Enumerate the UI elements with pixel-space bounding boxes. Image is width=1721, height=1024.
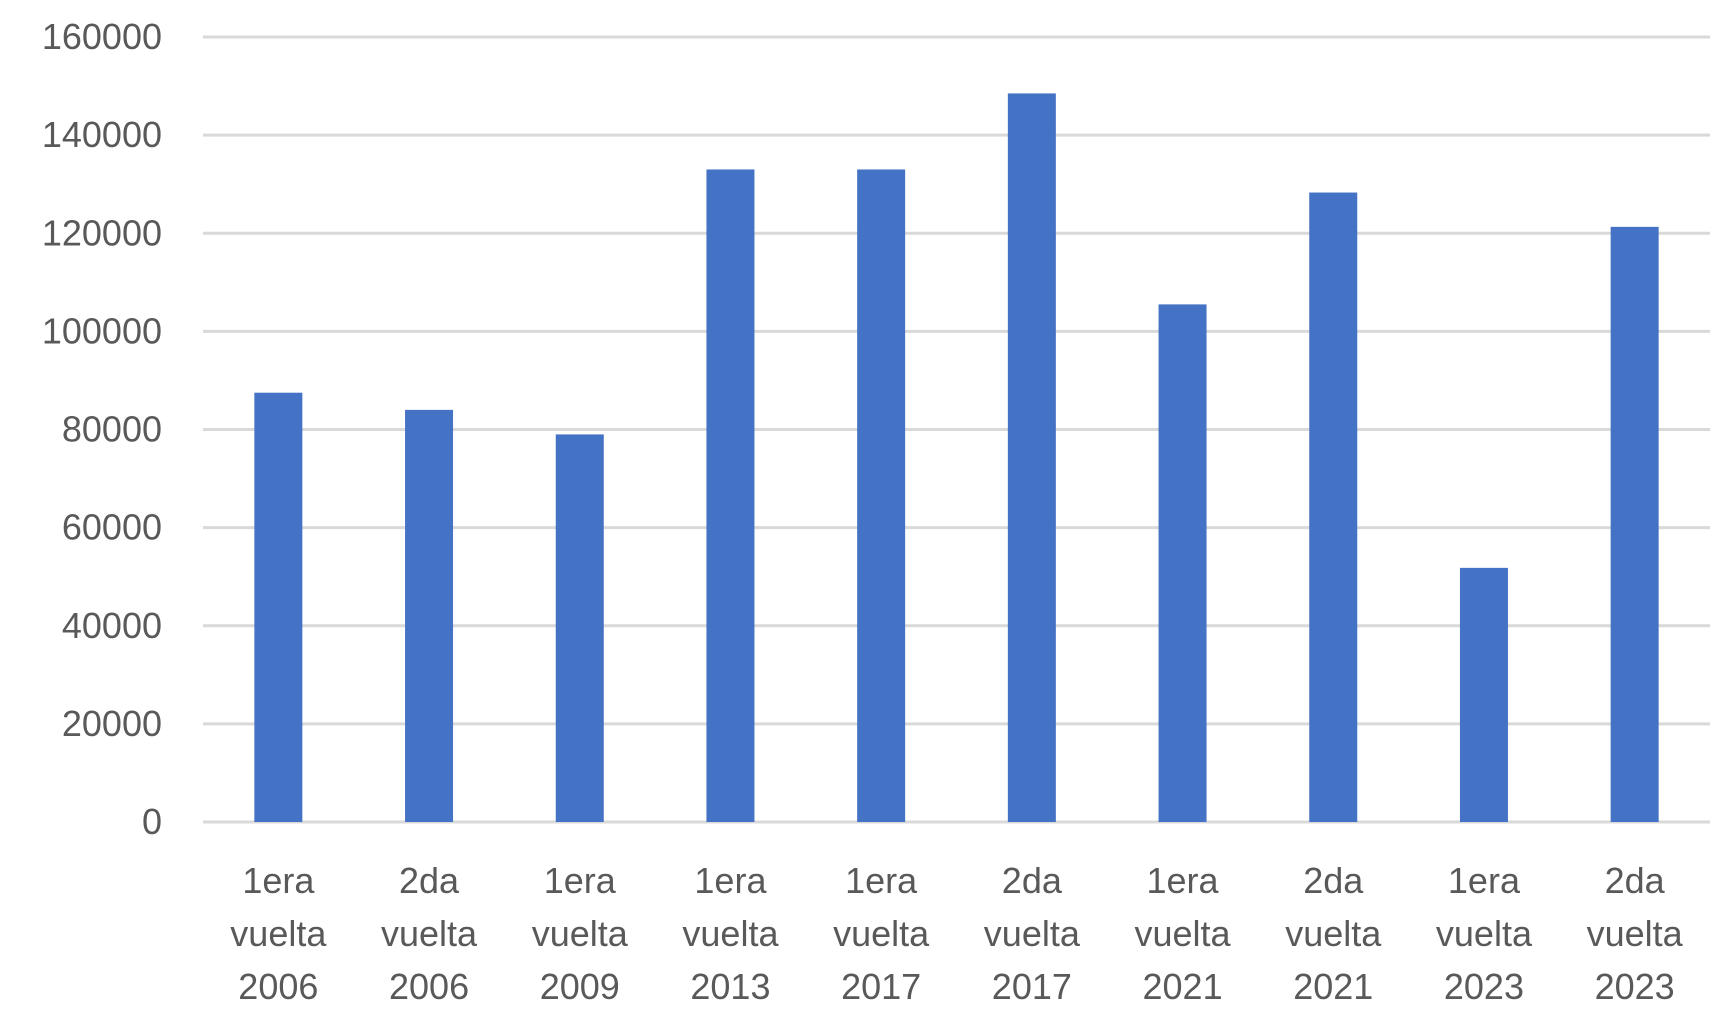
y-tick-label: 160000 xyxy=(42,16,162,57)
x-tick-label-line: vuelta xyxy=(532,913,629,954)
x-tick-label-line: vuelta xyxy=(1436,913,1533,954)
x-tick-label: 2da vuelta 2006 xyxy=(381,860,478,1007)
x-tick-label-line: 2009 xyxy=(540,966,620,1007)
x-tick-label-line: vuelta xyxy=(833,913,930,954)
x-tick-label-line: vuelta xyxy=(381,913,478,954)
x-tick-label-line: 2006 xyxy=(238,966,318,1007)
x-tick-label-line: 2006 xyxy=(389,966,469,1007)
bar xyxy=(1459,567,1508,822)
x-tick-label-line: vuelta xyxy=(230,913,327,954)
x-tick-label: 1era vuelta 2013 xyxy=(682,860,779,1007)
x-tick-label-line: 1era xyxy=(845,860,918,901)
bar xyxy=(254,392,303,822)
x-tick-label-line: 1era xyxy=(694,860,767,901)
x-tick-label-line: 2da xyxy=(399,860,460,901)
y-tick-label: 80000 xyxy=(62,409,162,450)
x-tick-label-line: 2017 xyxy=(992,966,1072,1007)
y-tick-label: 60000 xyxy=(62,507,162,548)
x-tick-label: 1era vuelta 2006 xyxy=(230,860,327,1007)
bar xyxy=(1158,304,1207,822)
x-tick-label-line: 2da xyxy=(1303,860,1364,901)
x-tick-label-line: vuelta xyxy=(984,913,1081,954)
x-tick-label-line: 2021 xyxy=(1143,966,1223,1007)
x-tick-label-line: 1era xyxy=(1448,860,1521,901)
x-tick-label-line: 2da xyxy=(1002,860,1063,901)
x-tick-label-line: vuelta xyxy=(1135,913,1232,954)
x-tick-label: 1era vuelta 2017 xyxy=(833,860,930,1007)
bar xyxy=(706,169,755,822)
x-tick-label-line: vuelta xyxy=(682,913,779,954)
y-tick-label: 0 xyxy=(142,801,162,842)
x-axis-tick-labels: 1era vuelta 2006 2da vuelta 2006 1era vuelta 200… xyxy=(230,860,1683,1007)
bar xyxy=(857,169,906,822)
bars xyxy=(254,93,1659,822)
bar xyxy=(555,434,604,822)
y-tick-label: 140000 xyxy=(42,114,162,155)
x-tick-label-line: 2017 xyxy=(841,966,921,1007)
x-tick-label: 1era vuelta 2009 xyxy=(532,860,629,1007)
y-tick-label: 100000 xyxy=(42,310,162,351)
bar xyxy=(1007,93,1056,822)
x-tick-label-line: 2da xyxy=(1605,860,1666,901)
x-tick-label-line: 1era xyxy=(242,860,315,901)
y-tick-label: 40000 xyxy=(62,605,162,646)
x-tick-label-line: 2023 xyxy=(1444,966,1524,1007)
bar xyxy=(405,409,454,822)
gridlines xyxy=(203,35,1710,824)
bar xyxy=(1309,192,1358,822)
x-tick-label: 2da vuelta 2017 xyxy=(984,860,1081,1007)
x-tick-label: 2da vuelta 2023 xyxy=(1587,860,1684,1007)
y-tick-label: 20000 xyxy=(62,703,162,744)
x-tick-label: 2da vuelta 2021 xyxy=(1285,860,1382,1007)
x-tick-label-line: 2023 xyxy=(1595,966,1675,1007)
y-tick-label: 120000 xyxy=(42,212,162,253)
x-tick-label: 1era vuelta 2021 xyxy=(1135,860,1232,1007)
x-tick-label-line: 2021 xyxy=(1293,966,1373,1007)
y-axis-tick-labels: 0 20000 40000 60000 80000 100000 120000 140000 1… xyxy=(42,16,162,842)
x-tick-label-line: 1era xyxy=(1147,860,1220,901)
x-tick-label-line: vuelta xyxy=(1587,913,1684,954)
x-tick-label: 1era vuelta 2023 xyxy=(1436,860,1533,1007)
x-tick-label-line: 1era xyxy=(544,860,617,901)
x-tick-label-line: vuelta xyxy=(1285,913,1382,954)
bar xyxy=(1610,226,1659,822)
x-tick-label-line: 2013 xyxy=(690,966,770,1007)
